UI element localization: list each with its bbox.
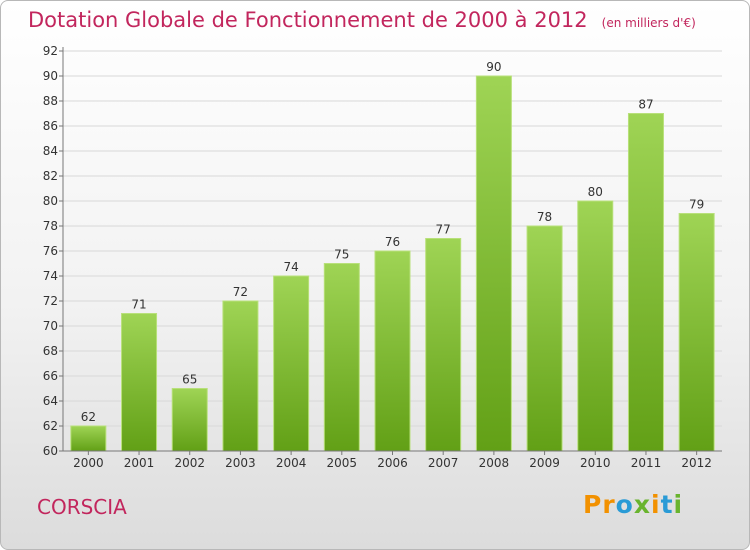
x-tick-label: 2006 [377,456,408,470]
bar [577,200,614,452]
title-text: Dotation Globale de Fonctionnement de 20… [28,8,588,32]
y-tick-label: 92 [43,44,58,58]
y-tick-label: 84 [43,144,58,158]
data-label: 87 [638,98,653,112]
x-tick-label: 2008 [479,456,510,470]
data-label: 76 [385,235,400,249]
x-tick-label: 2011 [631,456,662,470]
x-tick-label: 2001 [124,456,155,470]
proxiti-logo[interactable]: Proxiti [583,490,683,519]
logo-letter: i [651,490,661,519]
bar [121,313,158,452]
data-label: 74 [283,260,298,274]
x-tick-label: 2007 [428,456,459,470]
y-tick-label: 82 [43,169,58,183]
unit-subtitle: (en milliers d'€) [601,16,696,30]
y-tick-label: 88 [43,94,58,108]
y-axis: 60 62 64 66 68 70 72 74 76 78 80 82 84 86 88 90 92 [43,44,64,458]
x-tick-label: 2009 [529,456,560,470]
data-label: 79 [689,198,704,212]
data-label: 77 [436,223,451,237]
x-tick-label: 2012 [681,456,712,470]
chart-title: Dotation Globale de Fonctionnement de 20… [28,8,696,32]
data-label: 75 [334,248,349,262]
bar [374,250,411,452]
y-tick-label: 64 [43,394,58,408]
commune-name: CORSCIA [37,495,127,519]
x-tick-label: 2005 [327,456,358,470]
bar [627,113,664,452]
data-label: 72 [233,285,248,299]
logo-letter: x [633,490,651,519]
data-label: 71 [131,298,146,312]
bar [526,225,563,452]
logo-letter: o [615,490,634,519]
data-label: 80 [588,185,603,199]
logo-letter: i [673,490,684,519]
y-tick-label: 68 [43,344,58,358]
data-label: 78 [537,210,552,224]
y-tick-label: 80 [43,194,58,208]
bar [323,263,360,452]
bar [425,238,462,452]
bar [171,388,208,452]
x-tick-label: 2003 [225,456,256,470]
y-tick-label: 86 [43,119,58,133]
bar [678,213,715,452]
data-label: 65 [182,373,197,387]
y-tick-label: 74 [43,269,58,283]
logo-letter: t [660,490,674,519]
bar [273,275,310,452]
x-axis: 2000 2001 2002 2003 2004 2005 2006 2007 2008 2009… [63,450,722,470]
bar [475,75,512,452]
y-tick-label: 62 [43,419,58,433]
x-tick-label: 2004 [276,456,307,470]
x-tick-label: 2000 [73,456,104,470]
data-label: 62 [81,410,96,424]
y-tick-label: 70 [43,319,58,333]
x-tick-label: 2002 [174,456,205,470]
y-tick-label: 66 [43,369,58,383]
y-tick-label: 78 [43,219,58,233]
y-tick-label: 76 [43,244,58,258]
logo-letter: P [583,490,603,519]
bar [70,425,107,452]
data-label: 90 [486,60,501,74]
bars: 62 71 65 72 74 75 76 77 90 78 80 87 79 [70,60,715,452]
y-tick-label: 90 [43,69,58,83]
y-tick-label: 60 [43,444,58,458]
bar [222,300,259,452]
logo-letter: r [602,490,616,519]
x-tick-label: 2010 [580,456,611,470]
y-tick-label: 72 [43,294,58,308]
